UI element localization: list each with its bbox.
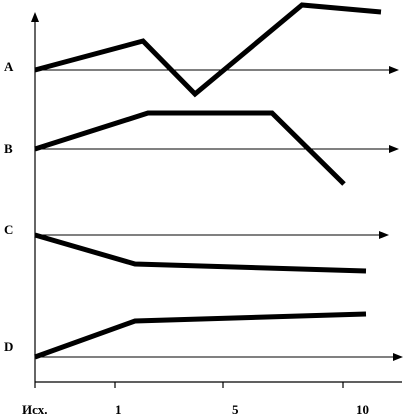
row-d-arrowhead <box>393 353 403 361</box>
row-a-profile <box>34 2 382 98</box>
row-d-profile <box>34 311 367 360</box>
vertical-axis-arrowhead <box>31 12 39 22</box>
x-tick-label-1: 1 <box>115 402 122 417</box>
x-tick-label-5: 5 <box>232 402 239 417</box>
row-label-a: A <box>4 59 14 74</box>
row-label-d: D <box>4 339 13 354</box>
row-label-c: C <box>4 222 13 237</box>
x-tick-label-initial: Исх. <box>22 402 47 417</box>
row-b-profile <box>34 110 346 186</box>
row-c-arrowhead <box>379 231 389 239</box>
row-c-profile <box>34 232 367 274</box>
x-tick-label-10: 10 <box>356 402 369 417</box>
row-b-arrowhead <box>389 145 399 153</box>
row-label-b: B <box>4 141 13 156</box>
row-a-arrowhead <box>389 66 399 74</box>
